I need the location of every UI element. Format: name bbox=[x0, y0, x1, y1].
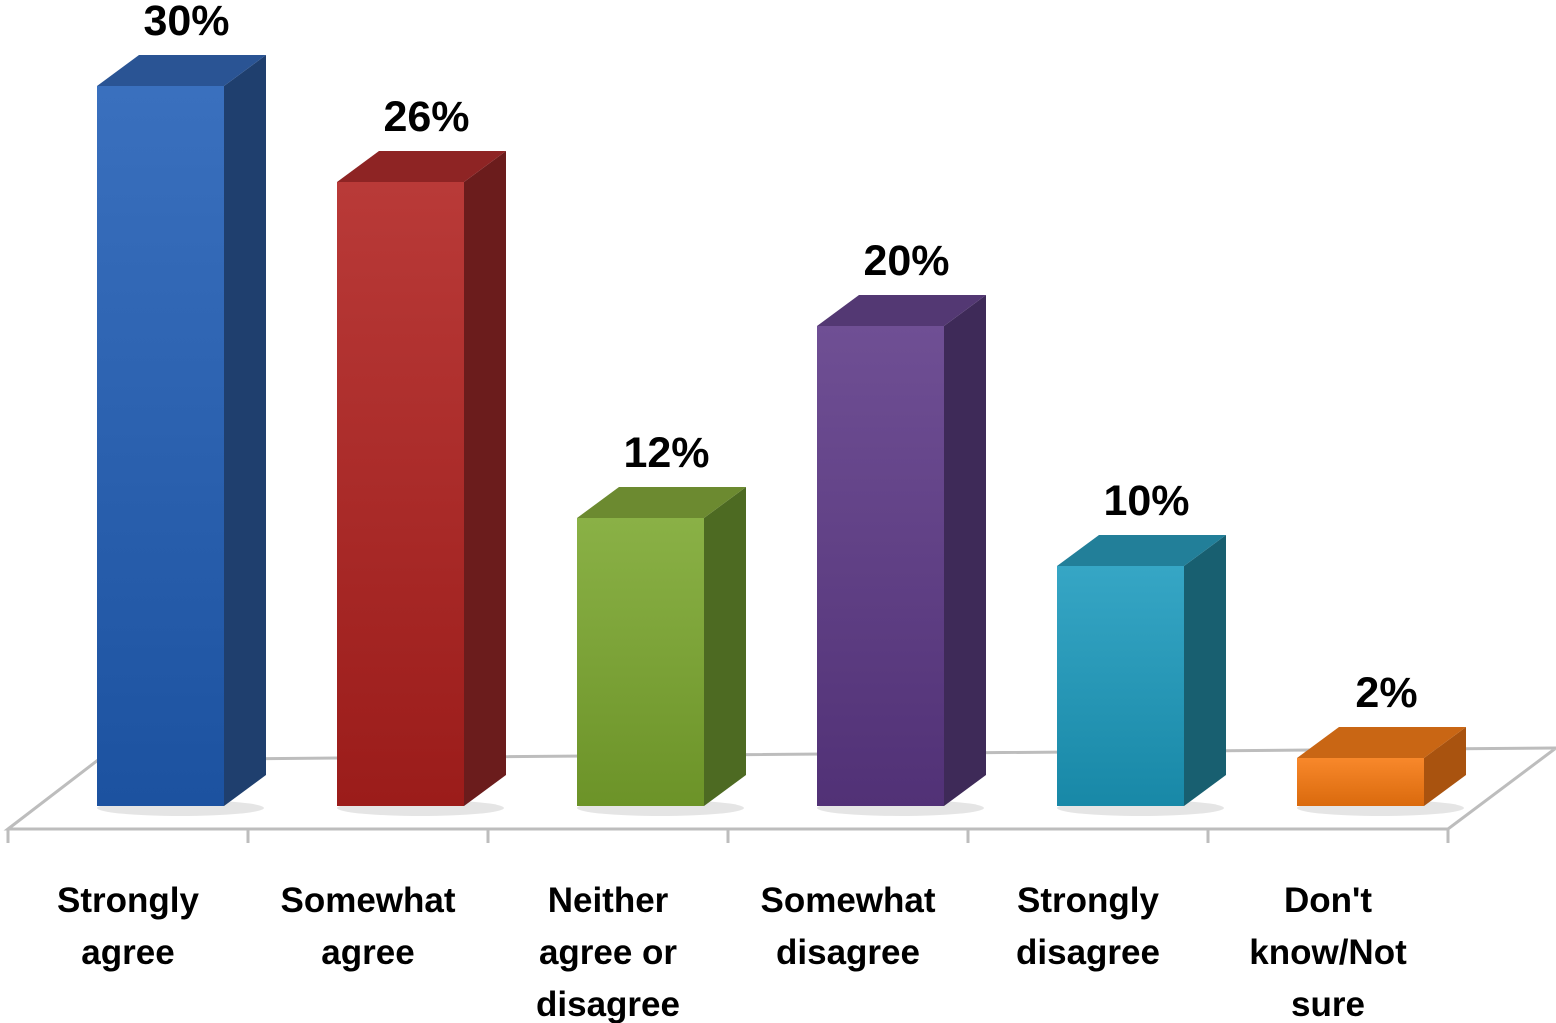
x-tick-label-line: Neither bbox=[548, 881, 669, 920]
data-label: 30% bbox=[143, 0, 229, 45]
bar-side-face bbox=[1424, 727, 1466, 806]
bar-front-face bbox=[97, 86, 224, 806]
bar bbox=[337, 151, 506, 816]
data-label: 10% bbox=[1103, 477, 1189, 525]
bar-top-face bbox=[1057, 535, 1226, 566]
data-label: 26% bbox=[383, 93, 469, 141]
bar-side-face bbox=[464, 151, 506, 806]
x-tick-label-line: Somewhat bbox=[280, 881, 455, 920]
x-tick-label-line: disagree bbox=[1016, 933, 1160, 972]
bar bbox=[97, 55, 266, 816]
x-tick-label-line: disagree bbox=[536, 985, 680, 1023]
data-label: 2% bbox=[1355, 669, 1417, 717]
bar-top-face bbox=[337, 151, 506, 182]
x-tick-label-line: agree or bbox=[539, 933, 677, 972]
bar-top-face bbox=[817, 295, 986, 326]
bar-side-face bbox=[1184, 535, 1226, 806]
x-tick-label: Somewhat agree bbox=[280, 881, 455, 972]
x-tick-label-line: agree bbox=[321, 933, 414, 972]
bar-front-face bbox=[817, 326, 944, 806]
data-label: 12% bbox=[623, 429, 709, 477]
bar-side-face bbox=[224, 55, 266, 806]
bar bbox=[1297, 727, 1466, 816]
x-tick-label-line: sure bbox=[1291, 985, 1365, 1023]
x-tick-label-line: disagree bbox=[776, 933, 920, 972]
x-tick-label-line: know/Not bbox=[1249, 933, 1407, 972]
data-labels: 30% 26% 12% 20% 10% 2% bbox=[143, 0, 1417, 717]
x-tick-label-line: agree bbox=[81, 933, 174, 972]
bars bbox=[97, 55, 1466, 816]
bar bbox=[817, 295, 986, 816]
x-tick-label: Strongly disagree bbox=[1016, 881, 1160, 972]
x-tick-label-line: Don't bbox=[1284, 881, 1372, 920]
x-tick-label-line: Strongly bbox=[57, 881, 199, 920]
x-tick-label-line: Somewhat bbox=[760, 881, 935, 920]
x-tick-label: Somewhat disagree bbox=[760, 881, 935, 972]
x-tick-label: Neither agree or disagree bbox=[536, 881, 680, 1023]
x-tick-label-line: Strongly bbox=[1017, 881, 1159, 920]
bar-front-face bbox=[577, 518, 704, 806]
bar-front-face bbox=[1297, 758, 1424, 806]
bar bbox=[1057, 535, 1226, 816]
bar-side-face bbox=[704, 487, 746, 806]
x-tick-label: Don't know/Not sure bbox=[1249, 881, 1407, 1023]
bar-front-face bbox=[1057, 566, 1184, 806]
bar-top-face bbox=[1297, 727, 1466, 758]
bar-top-face bbox=[577, 487, 746, 518]
bar-side-face bbox=[944, 295, 986, 806]
data-label: 20% bbox=[863, 237, 949, 285]
bar-top-face bbox=[97, 55, 266, 86]
bar bbox=[577, 487, 746, 816]
category-labels: Strongly agree Somewhat agree Neither agree o… bbox=[57, 881, 1407, 1023]
bar-front-face bbox=[337, 182, 464, 806]
x-tick-label: Strongly agree bbox=[57, 881, 199, 972]
